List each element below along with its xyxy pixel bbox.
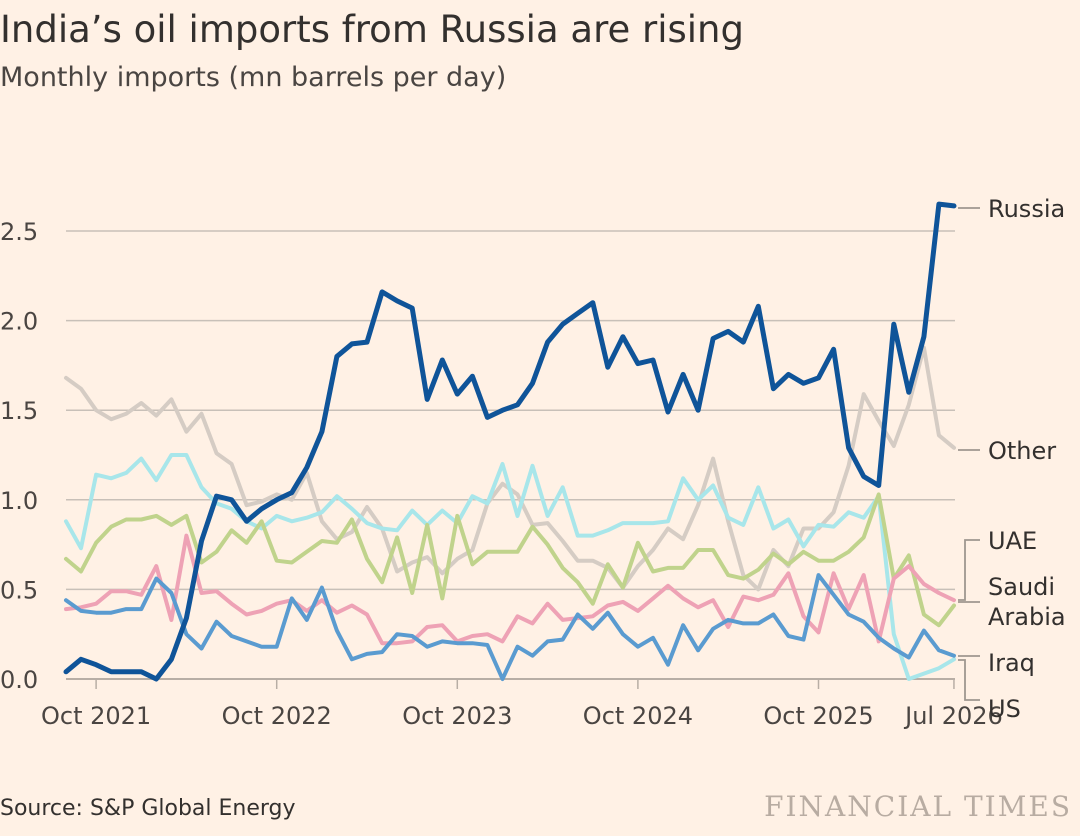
y-axis-tick-labels: 0.0 0.5 1.0 1.5 2.0 2.5 <box>0 218 38 694</box>
series-lines <box>63 201 957 682</box>
chart-subtitle: Monthly imports (mn barrels per day) <box>0 62 507 93</box>
series-line-iraq <box>64 573 956 681</box>
legend-label-saudi-arabia: Saudi <box>988 573 1055 601</box>
series-line-saudi-arabia <box>64 533 956 646</box>
series-line-russia <box>63 201 957 682</box>
x-tick-label: Oct 2024 <box>583 702 693 730</box>
legend-label-iraq: Iraq <box>988 649 1035 677</box>
legend-connector <box>958 539 980 601</box>
y-tick-label: 2.5 <box>0 218 38 246</box>
x-axis-ticks: Oct 2021 Oct 2022 Oct 2023 Oct 2024 Oct 2025… <box>41 679 1003 730</box>
x-tick-label: Oct 2025 <box>763 702 873 730</box>
legend-label-russia: Russia <box>988 195 1065 223</box>
y-tick-label: 0.0 <box>0 666 38 694</box>
y-tick-label: 0.5 <box>0 576 38 604</box>
legend-label-us: US <box>988 695 1021 723</box>
legend-label-uae: UAE <box>988 527 1037 555</box>
legend-label-other: Other <box>988 437 1056 465</box>
y-tick-label: 1.5 <box>0 397 38 425</box>
gridlines <box>66 230 955 680</box>
series-line-uae <box>64 492 956 628</box>
x-tick-label: Jul 2026 <box>903 702 1003 730</box>
y-tick-label: 2.0 <box>0 308 38 336</box>
x-tick-label: Oct 2021 <box>41 702 151 730</box>
x-tick-label: Oct 2022 <box>222 702 332 730</box>
ft-logo: FINANCIAL TIMES <box>764 790 1072 823</box>
chart-title: India’s oil imports from Russia are risi… <box>0 8 744 51</box>
x-tick-label: Oct 2023 <box>402 702 512 730</box>
legend-label-saudi-arabia: Arabia <box>988 603 1066 631</box>
y-tick-label: 1.0 <box>0 487 38 515</box>
legend-connector <box>958 659 980 701</box>
source-note: Source: S&P Global Energy <box>0 796 296 821</box>
